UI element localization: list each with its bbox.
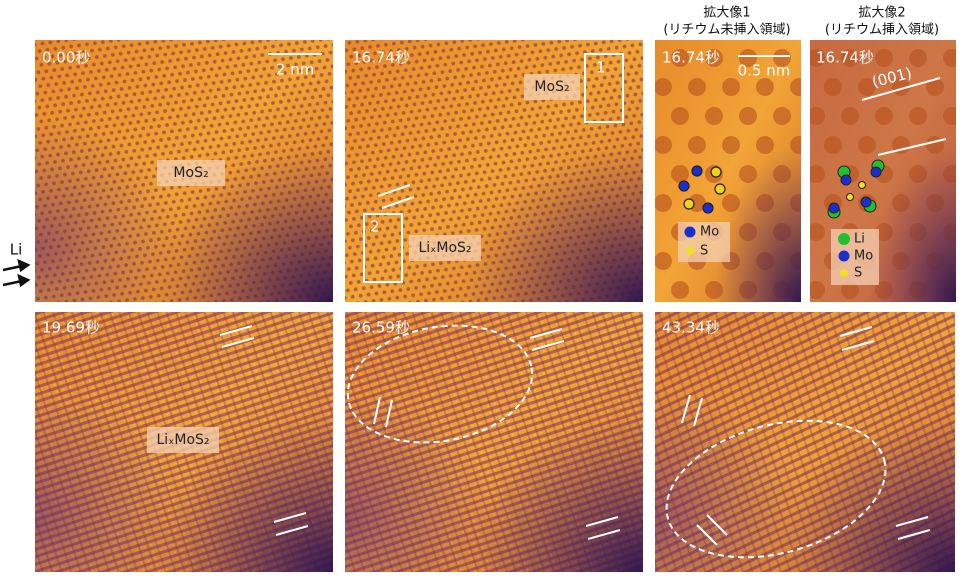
box-label: 2 [370, 218, 380, 236]
legend-swatch [840, 269, 848, 277]
legend-swatch [838, 233, 850, 245]
lattice-lines [681, 326, 931, 546]
label-box [409, 235, 481, 261]
time-label: 26.59秒 [352, 319, 410, 337]
time-label: 16.74秒 [352, 49, 410, 67]
region-box [584, 53, 624, 123]
panels [35, 40, 956, 572]
legend-swatch [838, 250, 850, 262]
legend-label: Li [854, 232, 865, 247]
lattice-lines [219, 325, 309, 536]
label-box [524, 74, 580, 100]
legend-label: S [700, 244, 708, 259]
region-ellipse [665, 419, 887, 559]
label: MoS₂ [534, 79, 569, 95]
time-label: 19.69秒 [42, 319, 100, 337]
atom-model [827, 159, 885, 219]
time-label: 43.34秒 [662, 319, 720, 337]
image-layer [345, 40, 643, 302]
column-title: 拡大像1 [703, 6, 750, 21]
time-label: 16.74秒 [662, 49, 720, 67]
time-label: 0.00秒 [42, 49, 90, 67]
column-subtitle: (リチウム未挿入領域) [663, 22, 790, 38]
lattice-lines [373, 328, 621, 540]
label-box [147, 427, 219, 453]
legend-label: S [854, 266, 862, 281]
atom-model [678, 165, 726, 214]
time-label: 16.74秒 [816, 49, 874, 67]
legend-label: Mo [854, 249, 873, 264]
scale-label: 0.5 nm [738, 62, 791, 80]
column-subtitle: (リチウム挿入領域) [825, 22, 939, 38]
label: MoS₂ [173, 165, 208, 181]
side-label: Li [10, 241, 23, 259]
lattice-lines [861, 77, 947, 156]
column-title: 拡大像2 [858, 6, 905, 21]
legend-label: Mo [700, 225, 719, 240]
arrows [2, 258, 31, 288]
label: LiₓMoS₂ [418, 240, 471, 256]
image-layer [655, 312, 955, 572]
box-label: 1 [596, 59, 606, 77]
label-box [157, 160, 225, 186]
scale-label: 2 nm [276, 61, 314, 79]
label: LiₓMoS₂ [156, 432, 209, 448]
region-box [363, 213, 403, 283]
legend-swatch [684, 226, 696, 238]
lattice-lines [377, 184, 415, 209]
image-layer [345, 312, 643, 572]
legend-swatch [686, 247, 694, 255]
